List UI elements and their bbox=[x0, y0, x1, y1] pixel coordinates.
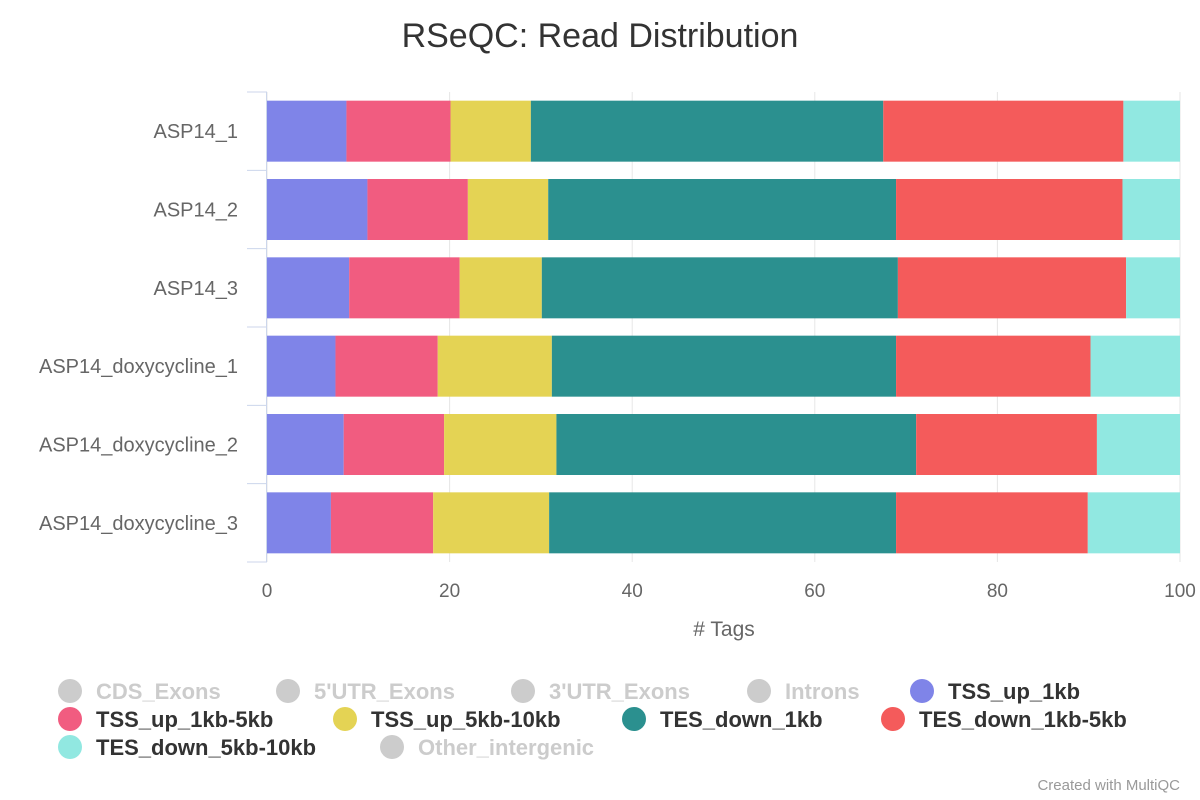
legend-item[interactable]: CDS_Exons bbox=[58, 679, 221, 704]
legend-item[interactable]: TES_down_1kb-5kb bbox=[881, 707, 1127, 732]
bar-segment[interactable] bbox=[1090, 335, 1180, 397]
legend-label: TES_down_1kb-5kb bbox=[919, 707, 1127, 732]
chart-title: RSeQC: Read Distribution bbox=[402, 17, 799, 55]
x-tick-label: 0 bbox=[262, 581, 273, 602]
legend-marker bbox=[58, 735, 82, 759]
legend-item[interactable]: TSS_up_5kb-10kb bbox=[333, 707, 561, 732]
legend-marker bbox=[622, 707, 646, 731]
bar-segment[interactable] bbox=[551, 335, 897, 397]
bar-segment[interactable] bbox=[267, 414, 344, 475]
bar-segment[interactable] bbox=[897, 257, 1127, 319]
legend-marker bbox=[380, 735, 404, 759]
legend-marker bbox=[58, 707, 82, 731]
bar-segment[interactable] bbox=[267, 179, 368, 240]
bar-stack-area bbox=[267, 100, 1180, 554]
category-label: ASP14_doxycycline_2 bbox=[39, 435, 238, 457]
bar-segment[interactable] bbox=[1122, 179, 1180, 240]
bar-segment[interactable] bbox=[556, 414, 917, 475]
bar-segment[interactable] bbox=[343, 414, 445, 475]
bar-segment[interactable] bbox=[467, 179, 549, 240]
bar-segment[interactable] bbox=[1123, 100, 1180, 162]
legend-item[interactable]: TSS_up_1kb-5kb bbox=[58, 707, 273, 732]
x-tick-label: 100 bbox=[1164, 581, 1196, 602]
bar-segment[interactable] bbox=[459, 257, 542, 319]
bar-segment[interactable] bbox=[883, 100, 1124, 162]
bar-segment[interactable] bbox=[267, 492, 331, 554]
category-label: ASP14_2 bbox=[153, 200, 238, 222]
bar-segment[interactable] bbox=[1096, 414, 1180, 475]
legend-label: TSS_up_1kb-5kb bbox=[96, 707, 273, 732]
legend-item[interactable]: TSS_up_1kb bbox=[910, 679, 1080, 704]
bar-segment[interactable] bbox=[541, 257, 898, 319]
legend-item[interactable]: 3'UTR_Exons bbox=[511, 679, 690, 704]
bar-segment[interactable] bbox=[896, 492, 1088, 554]
x-axis-title: # Tags bbox=[693, 618, 755, 641]
legend-marker bbox=[910, 679, 934, 703]
bar-segment[interactable] bbox=[896, 335, 1091, 397]
legend-marker bbox=[276, 679, 300, 703]
bar-segment[interactable] bbox=[549, 492, 897, 554]
x-tick-label: 40 bbox=[622, 581, 643, 602]
legend-item[interactable]: Other_intergenic bbox=[380, 735, 594, 760]
grid-lines bbox=[266, 92, 1181, 562]
x-tick-label: 20 bbox=[439, 581, 460, 602]
legend-marker bbox=[881, 707, 905, 731]
legend: CDS_Exons 5'UTR_Exons 3'UTR_Exons Introns TS… bbox=[58, 679, 1127, 760]
legend-item[interactable]: 5'UTR_Exons bbox=[276, 679, 455, 704]
legend-label: TES_down_5kb-10kb bbox=[96, 735, 316, 760]
legend-marker bbox=[333, 707, 357, 731]
legend-label: 3'UTR_Exons bbox=[549, 679, 690, 704]
credits-text[interactable]: Created with MultiQC bbox=[1037, 777, 1180, 794]
bar-segment[interactable] bbox=[450, 100, 531, 162]
bar-segment[interactable] bbox=[437, 335, 552, 397]
bar-segment[interactable] bbox=[916, 414, 1097, 475]
category-label: ASP14_3 bbox=[153, 278, 238, 300]
legend-label: TSS_up_5kb-10kb bbox=[371, 707, 561, 732]
legend-label: CDS_Exons bbox=[96, 679, 221, 704]
bar-segment[interactable] bbox=[896, 179, 1123, 240]
legend-label: Other_intergenic bbox=[418, 735, 594, 760]
legend-item[interactable]: TES_down_5kb-10kb bbox=[58, 735, 316, 760]
x-tick-label: 60 bbox=[804, 581, 825, 602]
bar-segment[interactable] bbox=[267, 100, 347, 162]
axes bbox=[247, 91, 267, 563]
legend-label: 5'UTR_Exons bbox=[314, 679, 455, 704]
legend-marker bbox=[58, 679, 82, 703]
legend-item[interactable]: TES_down_1kb bbox=[622, 707, 823, 732]
legend-label: Introns bbox=[785, 679, 860, 704]
bar-segment[interactable] bbox=[433, 492, 550, 554]
bar-segment[interactable] bbox=[444, 414, 557, 475]
category-label: ASP14_doxycycline_1 bbox=[39, 356, 238, 378]
bar-segment[interactable] bbox=[349, 257, 460, 319]
bar-segment[interactable] bbox=[548, 179, 897, 240]
category-label: ASP14_doxycycline_3 bbox=[39, 513, 238, 535]
bar-segment[interactable] bbox=[330, 492, 434, 554]
bar-segment[interactable] bbox=[267, 257, 350, 319]
bar-segment[interactable] bbox=[335, 335, 438, 397]
x-tick-labels: 0 20 40 60 80 100 bbox=[262, 581, 1196, 602]
bar-segment[interactable] bbox=[1087, 492, 1180, 554]
bar-segment[interactable] bbox=[267, 335, 336, 397]
legend-label: TES_down_1kb bbox=[660, 707, 823, 732]
legend-marker bbox=[511, 679, 535, 703]
bar-segment[interactable] bbox=[367, 179, 468, 240]
x-tick-label: 80 bbox=[987, 581, 1008, 602]
bar-segment[interactable] bbox=[346, 100, 451, 162]
category-label: ASP14_1 bbox=[153, 121, 238, 143]
legend-item[interactable]: Introns bbox=[747, 679, 860, 704]
bar-segment[interactable] bbox=[530, 100, 884, 162]
legend-marker bbox=[747, 679, 771, 703]
category-labels: ASP14_1 ASP14_2 ASP14_3 ASP14_doxycycline_1… bbox=[39, 121, 238, 535]
legend-label: TSS_up_1kb bbox=[948, 679, 1080, 704]
bar-segment[interactable] bbox=[1126, 257, 1180, 319]
